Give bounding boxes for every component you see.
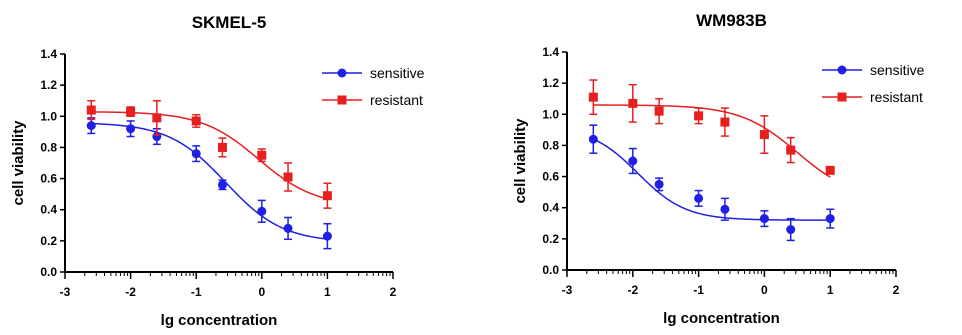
data-point bbox=[217, 180, 227, 190]
data-point bbox=[720, 204, 730, 214]
y-tick-label: 0.6 bbox=[542, 170, 559, 184]
data-point bbox=[152, 113, 162, 123]
y-tick-label: 1.2 bbox=[542, 76, 559, 90]
y-tick-label: 0.0 bbox=[542, 263, 559, 277]
data-point bbox=[126, 107, 136, 117]
y-tick-label: 1.0 bbox=[542, 107, 559, 121]
data-point bbox=[322, 231, 332, 241]
chart-title: SKMEL-5 bbox=[192, 13, 267, 32]
x-tick-label: -3 bbox=[562, 283, 573, 297]
data-point bbox=[283, 172, 293, 182]
x-tick-label: 0 bbox=[761, 283, 768, 297]
data-point bbox=[786, 225, 796, 235]
data-point bbox=[825, 165, 835, 175]
x-tick-label: 1 bbox=[324, 285, 331, 299]
data-point bbox=[191, 149, 201, 159]
x-tick-label: -1 bbox=[191, 285, 202, 299]
data-point bbox=[694, 193, 704, 203]
y-tick-label: 0.0 bbox=[40, 265, 57, 279]
y-tick-label: 1.4 bbox=[542, 45, 559, 59]
x-tick-label: -1 bbox=[693, 283, 704, 297]
data-point bbox=[825, 214, 835, 224]
legend-marker bbox=[837, 65, 847, 75]
y-tick-label: 0.8 bbox=[40, 140, 57, 154]
y-tick-label: 1.0 bbox=[40, 109, 57, 123]
data-point bbox=[759, 214, 769, 224]
legend-label: resistant bbox=[870, 89, 923, 105]
x-axis-label: lg concentration bbox=[663, 310, 780, 327]
data-point bbox=[257, 206, 267, 216]
chart-panel-wm983b: WM983B lg concentration cell viability 0… bbox=[512, 11, 925, 327]
fit-curve-resistant bbox=[593, 104, 831, 178]
chart-panel-skmel5: SKMEL-5 lg concentration cell viability … bbox=[10, 13, 425, 329]
data-point bbox=[217, 142, 227, 152]
chart-title: WM983B bbox=[696, 11, 767, 30]
data-point bbox=[191, 116, 201, 126]
y-tick-label: 0.2 bbox=[40, 234, 57, 248]
data-point bbox=[126, 124, 136, 134]
data-point bbox=[759, 130, 769, 140]
x-tick-label: -2 bbox=[125, 285, 136, 299]
x-tick-label: 0 bbox=[258, 285, 265, 299]
legend-label: sensitive bbox=[370, 65, 425, 81]
x-tick-label: -3 bbox=[60, 285, 71, 299]
y-tick-label: 1.2 bbox=[40, 78, 57, 92]
fit-curve-resistant bbox=[91, 111, 328, 200]
legend-marker bbox=[337, 68, 347, 78]
x-tick-label: 1 bbox=[827, 283, 834, 297]
y-tick-label: 0.2 bbox=[542, 232, 559, 246]
data-point bbox=[654, 106, 664, 116]
x-axis-label: lg concentration bbox=[161, 312, 278, 329]
x-tick-label: -2 bbox=[627, 283, 638, 297]
y-tick-label: 0.4 bbox=[542, 201, 559, 215]
y-tick-label: 0.8 bbox=[542, 138, 559, 152]
data-point bbox=[694, 111, 704, 121]
x-tick-label: 2 bbox=[390, 285, 397, 299]
data-point bbox=[628, 98, 638, 108]
x-tick-label: 2 bbox=[893, 283, 900, 297]
data-point bbox=[322, 191, 332, 201]
data-point bbox=[86, 121, 96, 131]
y-tick-label: 0.6 bbox=[40, 172, 57, 186]
legend-marker bbox=[837, 92, 847, 102]
legend-marker bbox=[337, 95, 347, 105]
data-point bbox=[720, 117, 730, 127]
y-tick-label: 0.4 bbox=[40, 203, 57, 217]
y-axis-label: cell viability bbox=[10, 120, 27, 206]
data-point bbox=[588, 134, 598, 144]
y-axis-label: cell viability bbox=[512, 118, 529, 204]
legend-label: sensitive bbox=[870, 62, 925, 78]
y-tick-label: 1.4 bbox=[40, 47, 57, 61]
data-point bbox=[86, 105, 96, 115]
data-point bbox=[257, 150, 267, 160]
data-point bbox=[283, 223, 293, 233]
legend-label: resistant bbox=[370, 92, 423, 108]
data-point bbox=[654, 179, 664, 189]
data-point bbox=[628, 156, 638, 166]
data-point bbox=[786, 145, 796, 155]
data-point bbox=[588, 92, 598, 102]
